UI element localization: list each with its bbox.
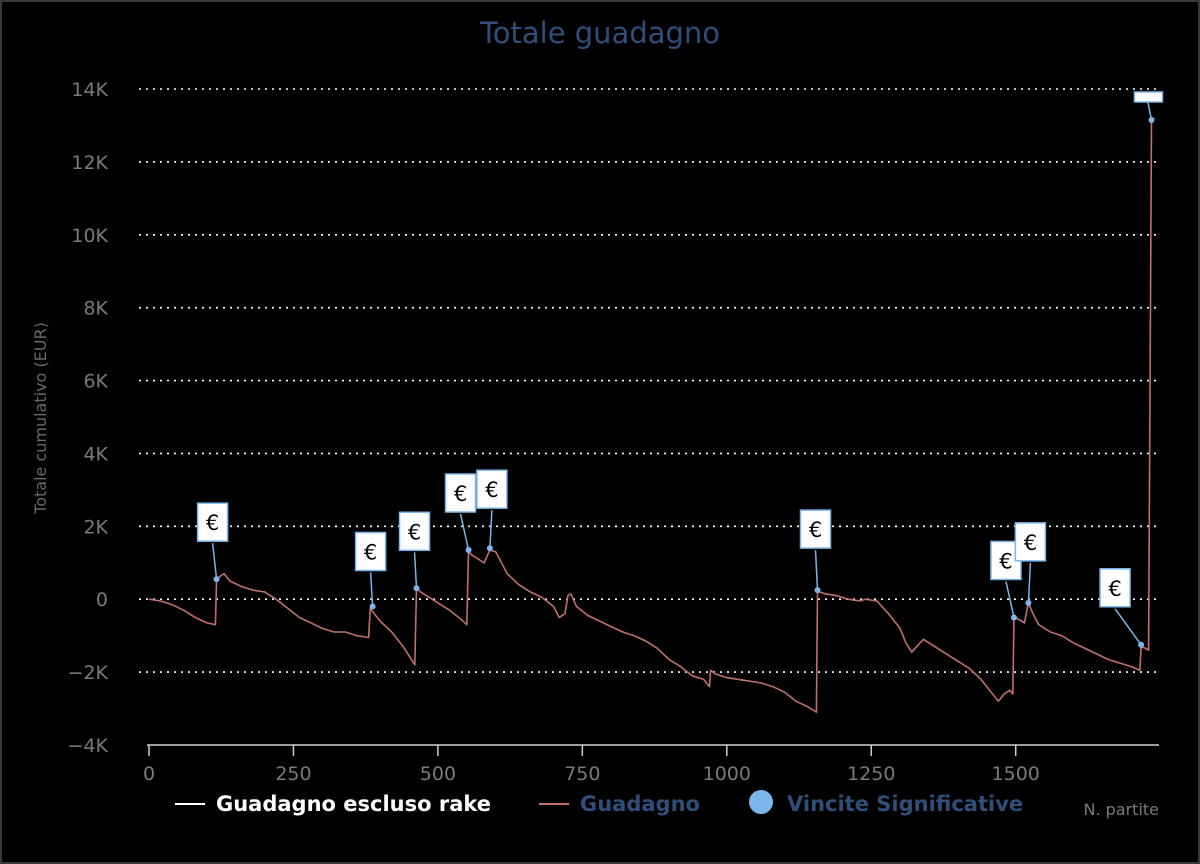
flag-label: € — [1024, 531, 1037, 555]
flag-point — [1148, 116, 1155, 123]
vincite-flags: € € € € € € € € € — [196, 91, 1164, 648]
flag-connector — [459, 513, 470, 551]
vincite-flag: € — [444, 473, 477, 554]
flag-label: € — [408, 520, 421, 544]
vincite-flag: € — [196, 502, 229, 583]
y-axis-ticks: −4K −2K 0 2K 4K 6K 8K 10K 12K 14K — [68, 79, 109, 757]
flag-label: € — [809, 518, 822, 542]
y-tick-label: 8K — [83, 298, 108, 320]
flag-point — [413, 585, 420, 592]
flag-box — [1133, 91, 1164, 103]
flag-label: € — [1108, 577, 1121, 601]
flag-point — [465, 547, 472, 554]
vincite-flag: € — [1099, 568, 1145, 648]
flag-point — [486, 545, 493, 552]
vincite-flag — [1133, 91, 1164, 123]
x-axis-label: N. partite — [1083, 800, 1159, 819]
legend: Guadagno escluso rake Guadagno Vincite Sig… — [175, 790, 1023, 816]
vincite-flag: € — [354, 531, 387, 610]
y-tick-label: 6K — [83, 371, 108, 393]
y-tick-label: −4K — [68, 735, 109, 757]
flag-point — [1138, 641, 1145, 648]
x-tick-label: 750 — [564, 763, 600, 785]
vincite-flag: € — [799, 509, 832, 594]
vincite-flag: € — [476, 469, 508, 552]
flag-point — [1025, 599, 1032, 606]
flag-point — [814, 587, 821, 594]
flag-label: € — [999, 549, 1012, 573]
flag-connector — [1005, 581, 1015, 618]
legend-label: Guadagno — [580, 792, 700, 816]
flag-connector — [814, 550, 819, 591]
legend-item: Guadagno escluso rake — [175, 792, 491, 816]
y-tick-label: −2K — [68, 662, 109, 684]
flag-connector — [489, 510, 493, 549]
flag-connector — [1027, 562, 1032, 603]
flag-connector — [413, 552, 418, 589]
flag-box — [1099, 568, 1131, 608]
series-group — [148, 117, 1155, 713]
y-tick-label: 2K — [83, 516, 108, 538]
flag-box — [354, 531, 387, 572]
flag-box — [476, 469, 508, 509]
x-tick-label: 1250 — [847, 763, 895, 785]
flag-label: € — [454, 482, 467, 506]
flag-connector — [1114, 608, 1142, 646]
y-tick-label: 10K — [71, 225, 108, 247]
flag-label: € — [364, 541, 377, 565]
flag-connector — [1146, 99, 1153, 121]
x-tick-label: 250 — [275, 763, 311, 785]
gridlines — [139, 88, 1159, 673]
flag-box — [196, 502, 229, 542]
flag-box — [1014, 522, 1047, 562]
x-tick-label: 0 — [143, 763, 155, 785]
legend-item: Guadagno — [539, 792, 700, 816]
flag-point — [213, 576, 220, 583]
flag-label: € — [206, 511, 219, 535]
y-tick-label: 14K — [71, 79, 108, 101]
y-tick-label: 4K — [83, 443, 108, 465]
flag-box — [799, 509, 832, 549]
flag-connector — [369, 572, 374, 607]
y-tick-label: 12K — [71, 152, 108, 174]
x-tick-label: 1500 — [992, 763, 1040, 785]
flag-box — [398, 511, 431, 552]
flag-point — [1010, 614, 1017, 621]
x-axis: 0 250 500 750 1000 1250 1500 — [143, 744, 1159, 785]
flag-box — [444, 473, 477, 513]
y-axis-label: Totale cumulativo (EUR) — [31, 322, 50, 515]
legend-swatch — [749, 790, 773, 814]
flag-label: € — [485, 478, 498, 502]
flag-connector — [211, 543, 218, 580]
x-tick-label: 500 — [420, 763, 456, 785]
legend-label: Guadagno escluso rake — [216, 792, 491, 816]
flag-point — [369, 603, 376, 610]
vincite-flag: € — [1014, 522, 1047, 606]
vincite-flag: € — [398, 511, 431, 592]
series-line-guadagno — [148, 117, 1155, 713]
y-tick-label: 0 — [96, 589, 108, 611]
legend-label: Vincite Significative — [787, 792, 1023, 816]
x-tick-label: 1000 — [703, 763, 751, 785]
chart-title: Totale guadagno — [479, 16, 720, 50]
legend-item: Vincite Significative — [749, 790, 1023, 816]
